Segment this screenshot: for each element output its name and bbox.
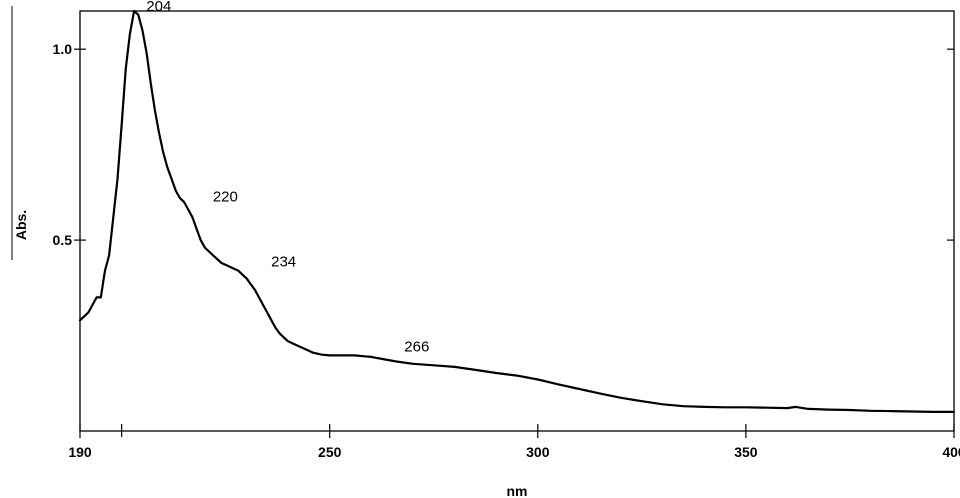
y-tick-label: 1.0 xyxy=(53,41,73,57)
x-tick-label: 190 xyxy=(68,444,92,460)
x-tick-label: 300 xyxy=(526,444,550,460)
y-axis-ticks: 0.5 1.0 xyxy=(53,41,954,248)
x-tick-label: 250 xyxy=(318,444,342,460)
peak-label: 220 xyxy=(213,189,238,206)
absorbance-line xyxy=(78,9,956,413)
peak-label: 266 xyxy=(404,338,429,355)
x-tick-label: 400 xyxy=(942,444,960,460)
peak-annotations: 204 220 234 266 xyxy=(146,0,429,355)
y-axis-title: Abs. xyxy=(13,210,29,240)
peak-label: 204 xyxy=(146,0,171,15)
plot-frame xyxy=(79,10,955,432)
x-axis-title: nm xyxy=(507,483,528,498)
y-tick-label: 0.5 xyxy=(53,232,73,248)
peak-label: 234 xyxy=(271,254,296,271)
x-axis-ticks: 190 250 300 350 400 xyxy=(68,424,960,460)
x-tick-label: 350 xyxy=(734,444,758,460)
